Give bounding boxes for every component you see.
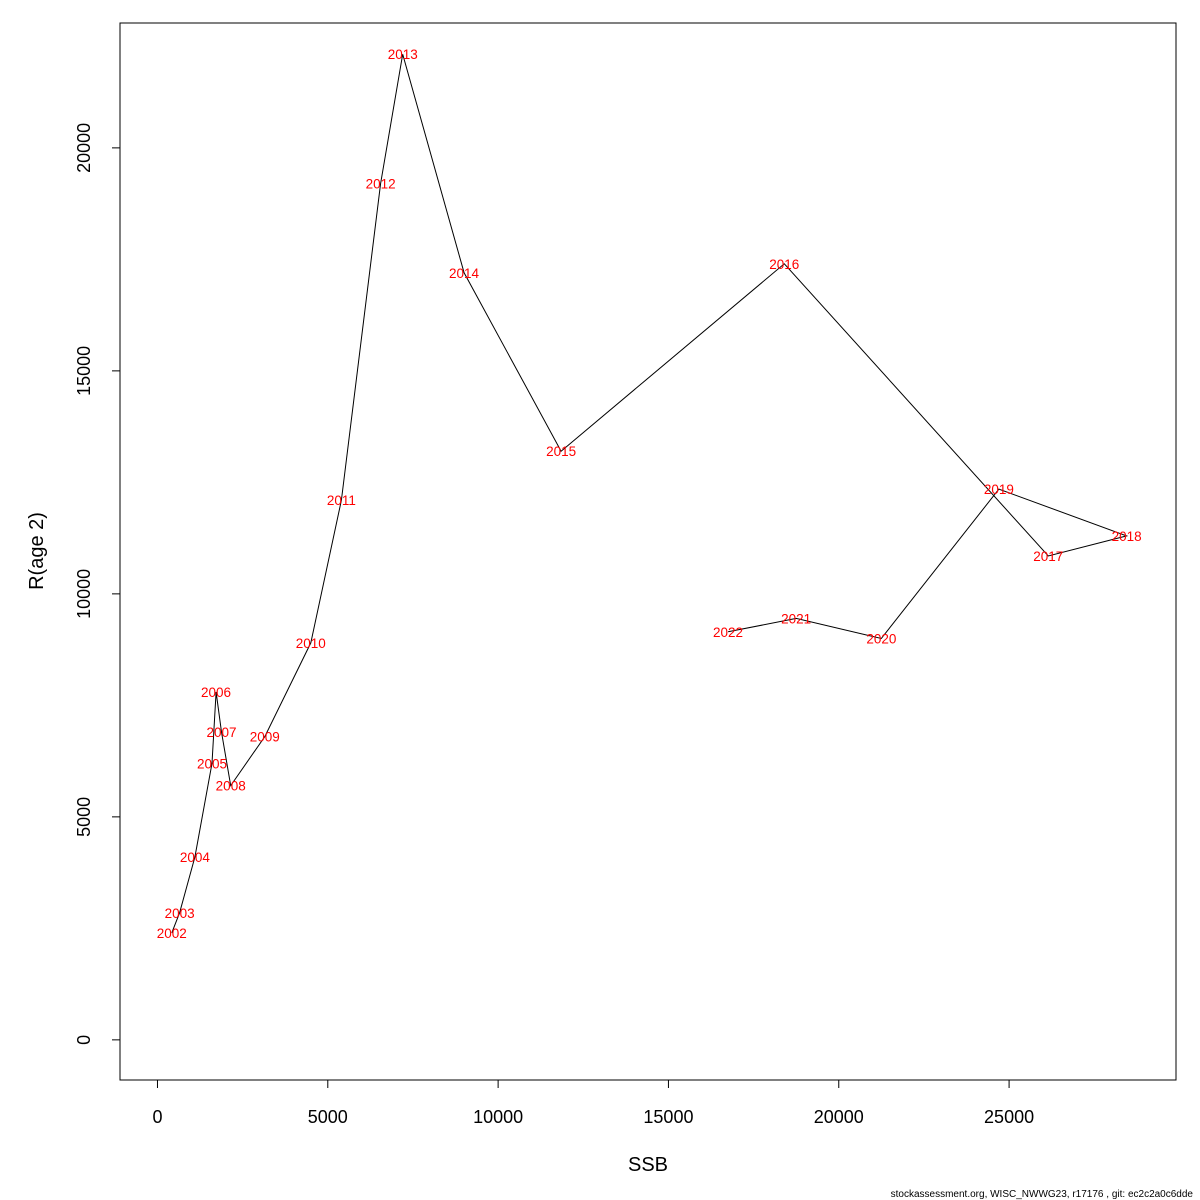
year-label-2007: 2007 <box>206 725 236 740</box>
year-label-2005: 2005 <box>197 756 227 771</box>
x-tick-label: 20000 <box>814 1107 864 1127</box>
year-label-2003: 2003 <box>165 906 195 921</box>
year-label-2012: 2012 <box>366 177 396 192</box>
year-labels: 2002 2003 2004 2005 2006 2007 2008 2009 2010 2011… <box>157 47 1142 941</box>
x-tick-label: 0 <box>152 1107 162 1127</box>
year-label-2020: 2020 <box>866 631 896 646</box>
year-label-2019: 2019 <box>984 482 1014 497</box>
year-label-2009: 2009 <box>250 730 280 745</box>
year-label-2004: 2004 <box>180 850 211 865</box>
year-label-2002: 2002 <box>157 926 187 941</box>
x-tick-label: 10000 <box>473 1107 523 1127</box>
year-label-2013: 2013 <box>388 47 418 62</box>
recruitment-trajectory-line <box>171 54 1129 933</box>
year-label-2008: 2008 <box>216 779 246 794</box>
x-tick-label: 5000 <box>308 1107 348 1127</box>
year-label-2022: 2022 <box>713 625 743 640</box>
y-tick-label: 5000 <box>74 797 94 837</box>
year-label-2016: 2016 <box>769 257 799 272</box>
x-tick-label: 15000 <box>643 1107 693 1127</box>
year-label-2015: 2015 <box>546 444 576 459</box>
y-tick-label: 10000 <box>74 569 94 619</box>
footer-credit: stockassessment.org, WISC_NWWG23, r17176… <box>891 1189 1194 1200</box>
y-tick-label: 15000 <box>74 346 94 396</box>
x-axis-title: SSB <box>628 1154 668 1176</box>
year-label-2014: 2014 <box>449 266 480 281</box>
x-axis: 0 5000 10000 15000 20000 25000 <box>152 1079 1034 1127</box>
year-label-2006: 2006 <box>201 685 231 700</box>
year-label-2011: 2011 <box>327 493 356 508</box>
year-label-2021: 2021 <box>781 611 811 626</box>
y-tick-label: 0 <box>74 1035 94 1045</box>
y-tick-label: 20000 <box>74 123 94 173</box>
plot-frame <box>119 22 1177 1081</box>
y-axis-title: R(age 2) <box>26 512 48 590</box>
year-label-2017: 2017 <box>1033 549 1063 564</box>
year-label-2010: 2010 <box>296 636 326 651</box>
year-label-2018: 2018 <box>1112 529 1142 544</box>
x-tick-label: 25000 <box>984 1107 1034 1127</box>
y-axis: 0 5000 10000 15000 20000 <box>74 123 121 1045</box>
